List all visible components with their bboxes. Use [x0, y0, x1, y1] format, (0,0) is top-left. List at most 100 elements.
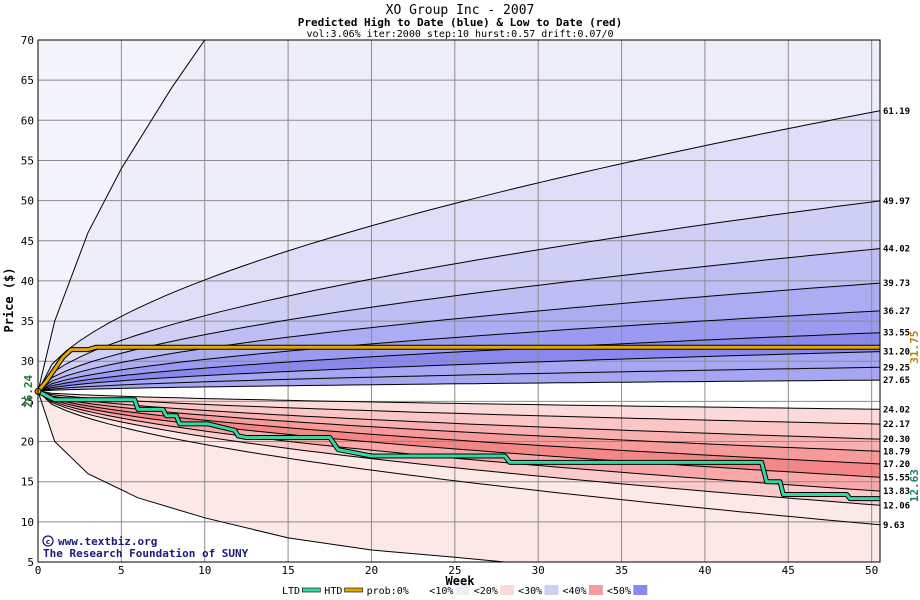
credit-line-1: www.textbiz.org: [58, 535, 157, 548]
x-tick-label: 45: [782, 564, 795, 577]
contour-line: [38, 390, 880, 425]
low-band: [38, 391, 880, 452]
y-tick-label: 35: [21, 315, 34, 328]
x-tick-label: 35: [615, 564, 628, 577]
legend-swatch-box: [411, 585, 426, 595]
chart-params: vol:3.06% iter:2000 step:10 hurst:0.57 d…: [306, 29, 613, 40]
y-tick-label: 50: [21, 195, 34, 208]
copyright-icon: c: [42, 535, 54, 547]
contour-line: [38, 110, 880, 392]
x-tick-label: 5: [118, 564, 125, 577]
legend-swatch-box: [588, 585, 603, 595]
y-tick-label: 55: [21, 154, 34, 167]
band-end-label: 15.55: [883, 473, 910, 483]
contour-line: [38, 391, 880, 506]
median-band: [38, 380, 880, 410]
y-tick-label: 60: [21, 114, 34, 127]
band-end-label: 33.55: [883, 329, 910, 339]
legend-swatch-line: [301, 587, 321, 593]
legend-swatch-box: [455, 585, 470, 595]
legend-label: prob:0%: [367, 586, 409, 597]
contour-line: [38, 366, 880, 392]
low-band: [38, 391, 880, 506]
htd-series-line: [36, 345, 880, 393]
high-band: [38, 248, 880, 392]
chart-subtitle: Predicted High to Date (blue) & Low to D…: [298, 16, 623, 29]
high-band: [38, 200, 880, 392]
x-tick-label: 25: [448, 564, 461, 577]
low-band: [38, 391, 880, 464]
contour-line: [38, 332, 880, 392]
band-end-label: 9.63: [883, 521, 905, 531]
high-band: [38, 310, 880, 392]
band-end-label: 36.27: [883, 307, 910, 317]
x-tick-label: 15: [281, 564, 294, 577]
ltd-series-line: [37, 390, 880, 501]
low-band: [38, 391, 880, 440]
legend-label: HTD: [324, 586, 342, 597]
high-band: [38, 40, 880, 392]
legend-label: LTD: [282, 586, 300, 597]
contour-line: [38, 248, 880, 392]
band-end-label: 12.06: [883, 501, 910, 511]
x-tick-label: 30: [532, 564, 545, 577]
legend-swatch-box: [500, 585, 515, 595]
legend-swatch-box: [633, 585, 648, 595]
htd-end-label: 31.75: [908, 331, 920, 364]
contour-line: [38, 391, 880, 526]
y-tick-label: 30: [21, 355, 34, 368]
x-tick-label: 0: [35, 564, 42, 577]
contour-lines: [38, 40, 880, 562]
band-end-label: 29.25: [883, 363, 910, 373]
probability-bands: [38, 40, 880, 562]
contour-line: [38, 390, 880, 492]
start-price-label: 26.24: [22, 374, 35, 407]
legend: LTD HTD prob:0% <10% <20% <30% <40% <50%: [282, 585, 648, 597]
contour-line: [38, 282, 880, 392]
contour-line: [38, 390, 880, 452]
x-tick-label: 10: [198, 564, 211, 577]
y-tick-label: 20: [21, 436, 34, 449]
y-axis-label: Price ($): [2, 267, 16, 332]
low-band: [38, 391, 880, 492]
band-end-label: 24.02: [883, 405, 910, 415]
outer-high-line: [38, 40, 206, 392]
legend-label: <20%: [474, 586, 498, 597]
outer-low-line: [38, 391, 505, 562]
contour-line: [38, 200, 880, 392]
svg-text:c: c: [46, 538, 50, 546]
band-end-label: 61.19: [883, 107, 910, 117]
band-end-label: 17.20: [883, 460, 910, 470]
x-tick-label: 40: [698, 564, 711, 577]
x-axis-label: Week: [446, 574, 476, 588]
x-tick-label: 50: [865, 564, 878, 577]
y-tick-label: 65: [21, 74, 34, 87]
high-band: [38, 110, 880, 392]
y-tick-label: 25: [21, 395, 34, 408]
contour-line: [38, 390, 880, 440]
y-tick-label: 15: [21, 476, 34, 489]
credit-line-2: The Research Foundation of SUNY: [43, 547, 249, 560]
legend-label: <50%: [607, 586, 631, 597]
legend-label: <40%: [563, 586, 587, 597]
high-band: [38, 283, 880, 392]
y-tick-label: 40: [21, 275, 34, 288]
y-tick-label: 5: [27, 556, 34, 569]
legend-label: <30%: [518, 586, 542, 597]
band-end-label: 18.79: [883, 447, 910, 457]
band-end-label: 13.83: [883, 487, 910, 497]
plot-frame: [37, 39, 881, 563]
y-tick-label: 70: [21, 34, 34, 47]
legend-label: <10%: [429, 586, 453, 597]
y-tick-label: 10: [21, 516, 34, 529]
legend-swatch-line: [344, 587, 363, 593]
y-tick-label: 45: [21, 235, 34, 248]
band-end-label: 44.02: [883, 245, 910, 255]
chart-title: XO Group Inc - 2007: [386, 3, 535, 18]
x-tick-label: 20: [365, 564, 378, 577]
contour-line: [38, 390, 880, 410]
legend-swatch-box: [544, 585, 559, 595]
contour-line: [38, 379, 880, 392]
ltd-end-label: 12.63: [908, 469, 920, 502]
